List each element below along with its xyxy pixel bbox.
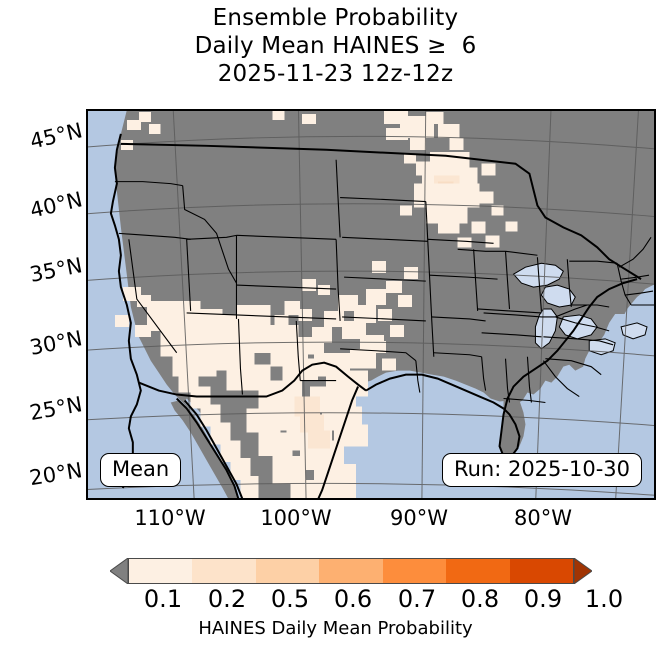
title-line-1: Ensemble Probability [212, 5, 459, 31]
state-boundaries-group [114, 159, 655, 404]
colorbar-tick-5: 0.8 [460, 585, 500, 613]
colorbar-tick-3: 0.6 [333, 585, 373, 613]
colorbar-tick-4: 0.7 [397, 585, 437, 613]
probability-data-layer [114, 110, 518, 499]
map-plot-area[interactable]: Mean Run: 2025-10-30 [86, 109, 656, 500]
lat-tick-35N: 35°N [27, 253, 85, 287]
colorbar-bands [128, 558, 574, 584]
colorbar-band-2 [192, 559, 256, 583]
colorbar-band-6 [446, 559, 510, 583]
chart-title: Ensemble Probability Daily Mean HAINES ≥… [0, 4, 671, 88]
lat-tick-30N: 30°N [27, 326, 85, 360]
colorbar-over-arrow [574, 558, 592, 584]
map-svg [87, 110, 655, 499]
lon-tick-110W: 110°W [134, 506, 206, 530]
colorbar-band-1 [129, 559, 193, 583]
lon-tick-90W: 90°W [390, 506, 448, 530]
lon-tick-100W: 100°W [260, 506, 332, 530]
colorbar-tick-1: 0.2 [207, 585, 247, 613]
lat-tick-25N: 25°N [27, 392, 85, 426]
title-line-2: Daily Mean HAINES ≥ 6 [194, 33, 477, 59]
colorbar-label: HAINES Daily Mean Probability [198, 618, 473, 639]
lon-tick-80W: 80°W [514, 506, 572, 530]
colorbar-band-7 [509, 559, 573, 583]
colorbar-tick-6: 0.9 [523, 585, 563, 613]
badge-run: Run: 2025-10-30 [441, 453, 642, 487]
lat-tick-40N: 40°N [27, 187, 85, 223]
badge-mean: Mean [100, 453, 182, 487]
colorbar-tick-0: 0.1 [143, 585, 183, 613]
title-line-3: 2025-11-23 12z-12z [217, 61, 454, 87]
colorbar-tick-2: 0.5 [270, 585, 310, 613]
colorbar-band-4 [319, 559, 383, 583]
colorbar-band-5 [382, 559, 447, 583]
colorbar-under-arrow [110, 558, 128, 584]
colorbar[interactable] [110, 556, 610, 588]
lat-tick-45N: 45°N [27, 118, 85, 154]
colorbar-tick-7: 1.0 [584, 585, 624, 613]
colorbar-tick-labels: 0.1 0.2 0.5 0.6 0.7 0.8 0.9 1.0 [0, 585, 671, 615]
lat-tick-20N: 20°N [27, 458, 84, 491]
colorbar-band-3 [255, 559, 320, 583]
